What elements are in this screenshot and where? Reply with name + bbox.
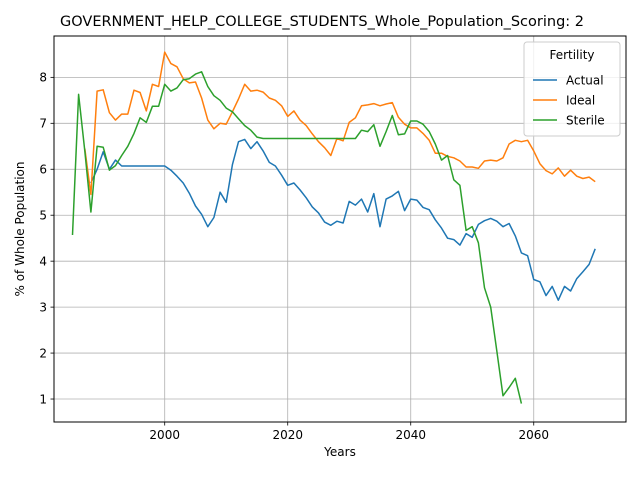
x-axis: 2000 2020 2040 2060 xyxy=(149,422,549,442)
y-tick-label: 6 xyxy=(39,163,47,177)
y-tick-label: 8 xyxy=(39,71,47,85)
x-tick-label: 2040 xyxy=(395,428,426,442)
y-tick-label: 2 xyxy=(39,346,47,360)
chart-title: GOVERNMENT_HELP_COLLEGE_STUDENTS_Whole_P… xyxy=(60,14,584,30)
x-tick-label: 2020 xyxy=(272,428,303,442)
y-tick-label: 5 xyxy=(39,209,47,223)
legend-label-sterile: Sterile xyxy=(566,113,605,127)
y-tick-label: 7 xyxy=(39,117,47,131)
series-line-actual xyxy=(90,138,596,301)
legend-label-actual: Actual xyxy=(566,73,604,87)
legend: Fertility Actual Ideal Sterile xyxy=(523,41,621,137)
series-line-sterile xyxy=(71,71,523,404)
x-axis-label: Years xyxy=(323,445,356,459)
series-line-ideal xyxy=(84,51,596,196)
plot-frame xyxy=(53,35,627,423)
x-tick-label: 2000 xyxy=(149,428,180,442)
y-tick-label: 1 xyxy=(39,392,47,406)
x-tick-label: 2060 xyxy=(518,428,549,442)
y-tick-label: 3 xyxy=(39,300,47,314)
legend-label-ideal: Ideal xyxy=(566,93,595,107)
y-axis-label: % of Whole Population xyxy=(13,162,27,297)
legend-frame xyxy=(523,41,621,137)
y-axis: 1 2 3 4 5 6 7 8 xyxy=(39,71,54,406)
y-tick-label: 4 xyxy=(39,254,47,268)
series-layer xyxy=(71,51,596,404)
legend-title: Fertility xyxy=(549,48,594,62)
